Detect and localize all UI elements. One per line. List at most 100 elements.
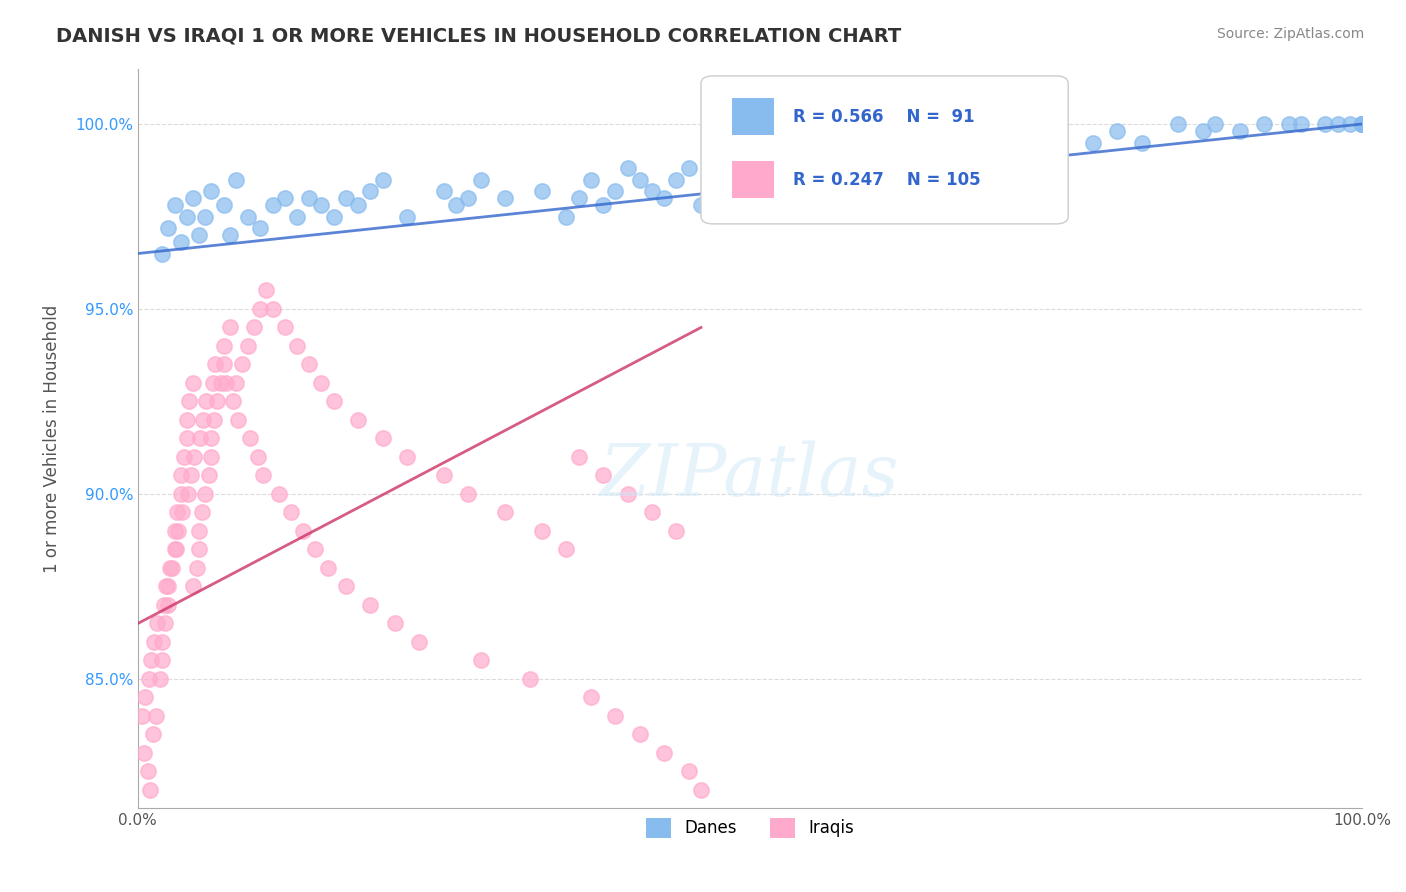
Point — [218, 320, 240, 334]
Point — [359, 184, 381, 198]
Point — [396, 450, 419, 464]
Point — [304, 542, 326, 557]
Point — [984, 136, 1007, 150]
Point — [170, 235, 193, 250]
Point — [1204, 117, 1226, 131]
Point — [579, 690, 602, 705]
Point — [212, 339, 235, 353]
Point — [702, 172, 724, 186]
Text: R = 0.566    N =  91: R = 0.566 N = 91 — [793, 108, 974, 126]
Point — [157, 598, 180, 612]
Point — [371, 432, 394, 446]
Point — [787, 154, 810, 169]
Point — [142, 727, 165, 741]
Point — [800, 172, 823, 186]
Text: ZIPatlas: ZIPatlas — [600, 441, 900, 511]
Point — [837, 161, 859, 176]
Point — [201, 376, 224, 390]
Point — [212, 358, 235, 372]
Point — [285, 339, 308, 353]
Point — [1167, 117, 1189, 131]
Text: DANISH VS IRAQI 1 OR MORE VEHICLES IN HOUSEHOLD CORRELATION CHART: DANISH VS IRAQI 1 OR MORE VEHICLES IN HO… — [56, 27, 901, 45]
Point — [322, 394, 344, 409]
Point — [1351, 117, 1374, 131]
Point — [138, 672, 160, 686]
Point — [652, 191, 675, 205]
Point — [935, 154, 957, 169]
Point — [555, 210, 578, 224]
Point — [886, 154, 908, 169]
Point — [470, 172, 492, 186]
Point — [665, 524, 688, 538]
Point — [1229, 124, 1251, 138]
Point — [849, 146, 872, 161]
Point — [176, 413, 198, 427]
Point — [1339, 117, 1361, 131]
Point — [179, 468, 201, 483]
Point — [249, 220, 271, 235]
Point — [898, 146, 921, 161]
Point — [222, 394, 245, 409]
Point — [200, 432, 222, 446]
Point — [231, 358, 253, 372]
Point — [274, 320, 297, 334]
Point — [359, 598, 381, 612]
Point — [567, 450, 589, 464]
Point — [1130, 136, 1153, 150]
Point — [246, 450, 269, 464]
Point — [457, 191, 479, 205]
Point — [188, 432, 211, 446]
Point — [163, 198, 186, 212]
Point — [641, 506, 664, 520]
Point — [146, 616, 169, 631]
Point — [194, 487, 217, 501]
Point — [204, 358, 226, 372]
Point — [641, 184, 664, 198]
Point — [972, 154, 994, 169]
Point — [166, 506, 188, 520]
Point — [592, 468, 614, 483]
Point — [195, 394, 218, 409]
Point — [494, 506, 516, 520]
Point — [873, 172, 896, 186]
Point — [262, 198, 284, 212]
Point — [1351, 117, 1374, 131]
Point — [1032, 136, 1054, 150]
Point — [1351, 117, 1374, 131]
Point — [198, 468, 221, 483]
Point — [236, 339, 259, 353]
Point — [579, 172, 602, 186]
Point — [173, 450, 195, 464]
Point — [149, 672, 172, 686]
Point — [910, 154, 932, 169]
Point — [335, 579, 357, 593]
Point — [159, 561, 181, 575]
Point — [616, 161, 638, 176]
Point — [188, 524, 211, 538]
Point — [298, 358, 321, 372]
Point — [384, 616, 406, 631]
Point — [243, 320, 266, 334]
Point — [202, 413, 225, 427]
Point — [494, 191, 516, 205]
Point — [218, 227, 240, 242]
Point — [690, 783, 713, 797]
Point — [141, 653, 163, 667]
Point — [131, 709, 153, 723]
Point — [298, 191, 321, 205]
Point — [1289, 117, 1312, 131]
Point — [176, 432, 198, 446]
Point — [200, 450, 222, 464]
Point — [316, 561, 339, 575]
Point — [254, 284, 277, 298]
Point — [160, 561, 183, 575]
Point — [751, 161, 773, 176]
FancyBboxPatch shape — [731, 161, 775, 198]
Point — [628, 172, 651, 186]
Point — [433, 184, 456, 198]
Point — [153, 616, 176, 631]
Point — [150, 635, 173, 649]
Point — [530, 184, 553, 198]
Point — [262, 301, 284, 316]
Point — [567, 191, 589, 205]
